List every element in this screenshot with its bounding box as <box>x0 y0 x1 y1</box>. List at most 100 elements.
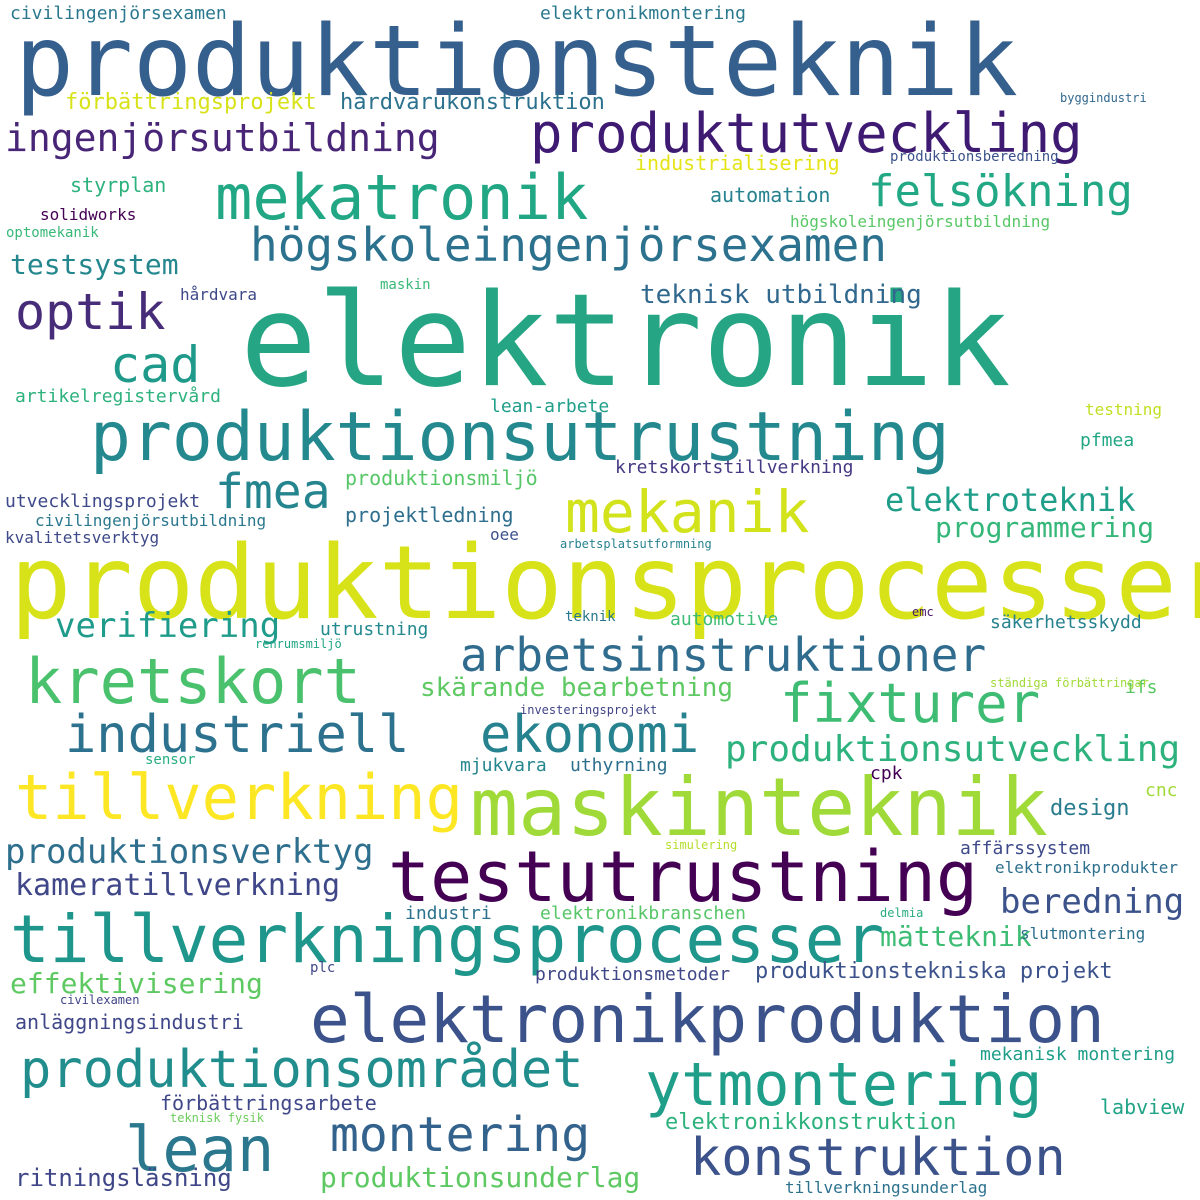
cloud-word: fmea <box>215 464 331 520</box>
cloud-word: utvecklingsprojekt <box>5 491 201 512</box>
cloud-word: uthyrning <box>570 755 668 776</box>
cloud-word: investeringsprojekt <box>520 703 658 717</box>
cloud-word: ständiga förbättringar <box>990 676 1149 690</box>
cloud-word: produktionstekniska projekt <box>755 959 1113 984</box>
cloud-word: oee <box>490 525 519 544</box>
cloud-word: artikelregistervård <box>15 386 221 407</box>
cloud-word: teknisk utbildning <box>640 280 922 310</box>
cloud-word: produktionsteknik <box>15 5 1019 119</box>
cloud-word: testning <box>1085 400 1163 419</box>
cloud-word: produktutveckling <box>530 102 1083 165</box>
cloud-word: styrplan <box>70 173 167 197</box>
cloud-word: affärssystem <box>960 838 1091 859</box>
cloud-word: tillverkningsunderlag <box>785 1178 988 1197</box>
cloud-word: slutmontering <box>1020 924 1146 943</box>
cloud-word: produktionsberedning <box>890 149 1059 165</box>
cloud-word: högskoleingenjörsutbildning <box>790 212 1051 231</box>
cloud-word: elektronikbranschen <box>540 903 746 924</box>
cloud-word: labview <box>1100 1095 1185 1119</box>
cloud-word: mekatronik <box>215 161 589 234</box>
cloud-word: utrustning <box>320 619 429 640</box>
cloud-word: högskoleingenjörsexamen <box>250 218 887 272</box>
cloud-word: kameratillverkning <box>15 868 341 903</box>
cloud-word: kretskort <box>25 645 361 718</box>
cloud-word: elektronik <box>240 267 1011 416</box>
cloud-word: elektronikproduktion <box>310 981 1105 1058</box>
cloud-word: lean <box>125 1113 275 1186</box>
cloud-word: cnc <box>1145 780 1178 801</box>
cloud-word: solidworks <box>40 205 137 224</box>
cloud-word: teknik <box>565 609 616 625</box>
cloud-word: industrialisering <box>635 151 840 175</box>
cloud-word: mekanisk montering <box>980 1044 1176 1065</box>
cloud-word: industri <box>405 903 492 924</box>
cloud-word: optik <box>15 283 166 341</box>
cloud-word: ifs <box>1125 677 1158 698</box>
cloud-word: hårdvara <box>180 285 258 304</box>
cloud-word: civilexamen <box>60 993 140 1007</box>
cloud-word: produktionsverktyg <box>5 832 374 872</box>
cloud-word: konstruktion <box>690 1128 1066 1188</box>
cloud-word: automation <box>710 183 831 207</box>
cloud-word: testutrustning <box>388 836 979 918</box>
cloud-word: teknisk fysik <box>170 1111 264 1125</box>
cloud-word: produktionsutveckling <box>725 729 1181 770</box>
cloud-word: säkerhetsskydd <box>990 612 1142 633</box>
cloud-word: produktionsområdet <box>20 1040 584 1100</box>
cloud-word: sensor <box>145 752 196 768</box>
cloud-word: testsystem <box>10 248 179 281</box>
cloud-word: förbättringsprojekt <box>65 90 317 115</box>
cloud-word: programmering <box>935 511 1155 544</box>
cloud-word: elektronikprodukter <box>995 858 1179 877</box>
cloud-word: civilingenjörsutbildning <box>35 511 267 530</box>
cloud-word: projektledning <box>345 503 514 527</box>
cloud-word: verifiering <box>55 606 281 646</box>
cloud-word: cpk <box>870 763 903 784</box>
cloud-word: design <box>1050 796 1130 821</box>
cloud-word: cad <box>110 336 201 394</box>
cloud-word: industriell <box>65 705 410 765</box>
cloud-word: arbetsplatsutformning <box>560 537 712 551</box>
cloud-word: hårdvarukonstruktion <box>340 90 605 115</box>
cloud-word: effektivisering <box>10 967 263 1000</box>
cloud-word: elektronikkonstruktion <box>665 1110 957 1135</box>
cloud-word: beredning <box>1000 882 1185 922</box>
cloud-word: produktionsmetoder <box>535 964 731 985</box>
cloud-word: montering <box>330 1107 591 1163</box>
cloud-word: arbetsinstruktioner <box>460 628 987 682</box>
cloud-word: tillverkningsprocesser <box>10 901 885 978</box>
cloud-word: tillverkning <box>15 761 463 834</box>
cloud-word: elektroteknik <box>885 481 1136 519</box>
cloud-word: produktionsunderlag <box>320 1161 641 1194</box>
cloud-word: fixturer <box>780 672 1041 735</box>
cloud-word: produktionsmiljö <box>345 466 538 490</box>
cloud-word: ingenjörsutbildning <box>5 116 440 160</box>
cloud-word: civilingenjörsexamen <box>10 3 227 24</box>
cloud-word: produktionsutrustning <box>90 398 950 477</box>
cloud-word: skärande bearbetning <box>420 673 734 703</box>
cloud-word: ritningsläsning <box>15 1164 232 1192</box>
cloud-word: mätteknik <box>880 920 1032 953</box>
cloud-word: simulering <box>665 838 738 852</box>
cloud-word: elektronikmontering <box>540 3 746 24</box>
cloud-word: maskin <box>380 277 431 293</box>
cloud-word: mjukvara <box>460 755 547 776</box>
cloud-word: mekanik <box>565 478 810 546</box>
cloud-word: automotive <box>670 609 779 630</box>
cloud-word: ekonomi <box>480 705 700 765</box>
cloud-word: byggindustri <box>1060 91 1147 105</box>
cloud-word: pfmea <box>1080 430 1135 451</box>
cloud-word: felsökning <box>868 166 1133 217</box>
cloud-word: ytmontering <box>645 1050 1043 1120</box>
cloud-word: produktionsprocesser <box>10 524 1200 643</box>
cloud-word: plc <box>310 960 336 976</box>
cloud-word: maskinteknik <box>470 761 1048 854</box>
cloud-word: lean-arbete <box>490 396 610 417</box>
cloud-word: kretskortstillverkning <box>615 457 854 478</box>
cloud-word: delmia <box>880 906 924 920</box>
cloud-word: anläggningsindustri <box>15 1010 244 1034</box>
cloud-word: renrumsmiljö <box>255 637 342 651</box>
cloud-word: kvalitetsverktyg <box>5 528 160 547</box>
cloud-word: emc <box>912 605 934 619</box>
